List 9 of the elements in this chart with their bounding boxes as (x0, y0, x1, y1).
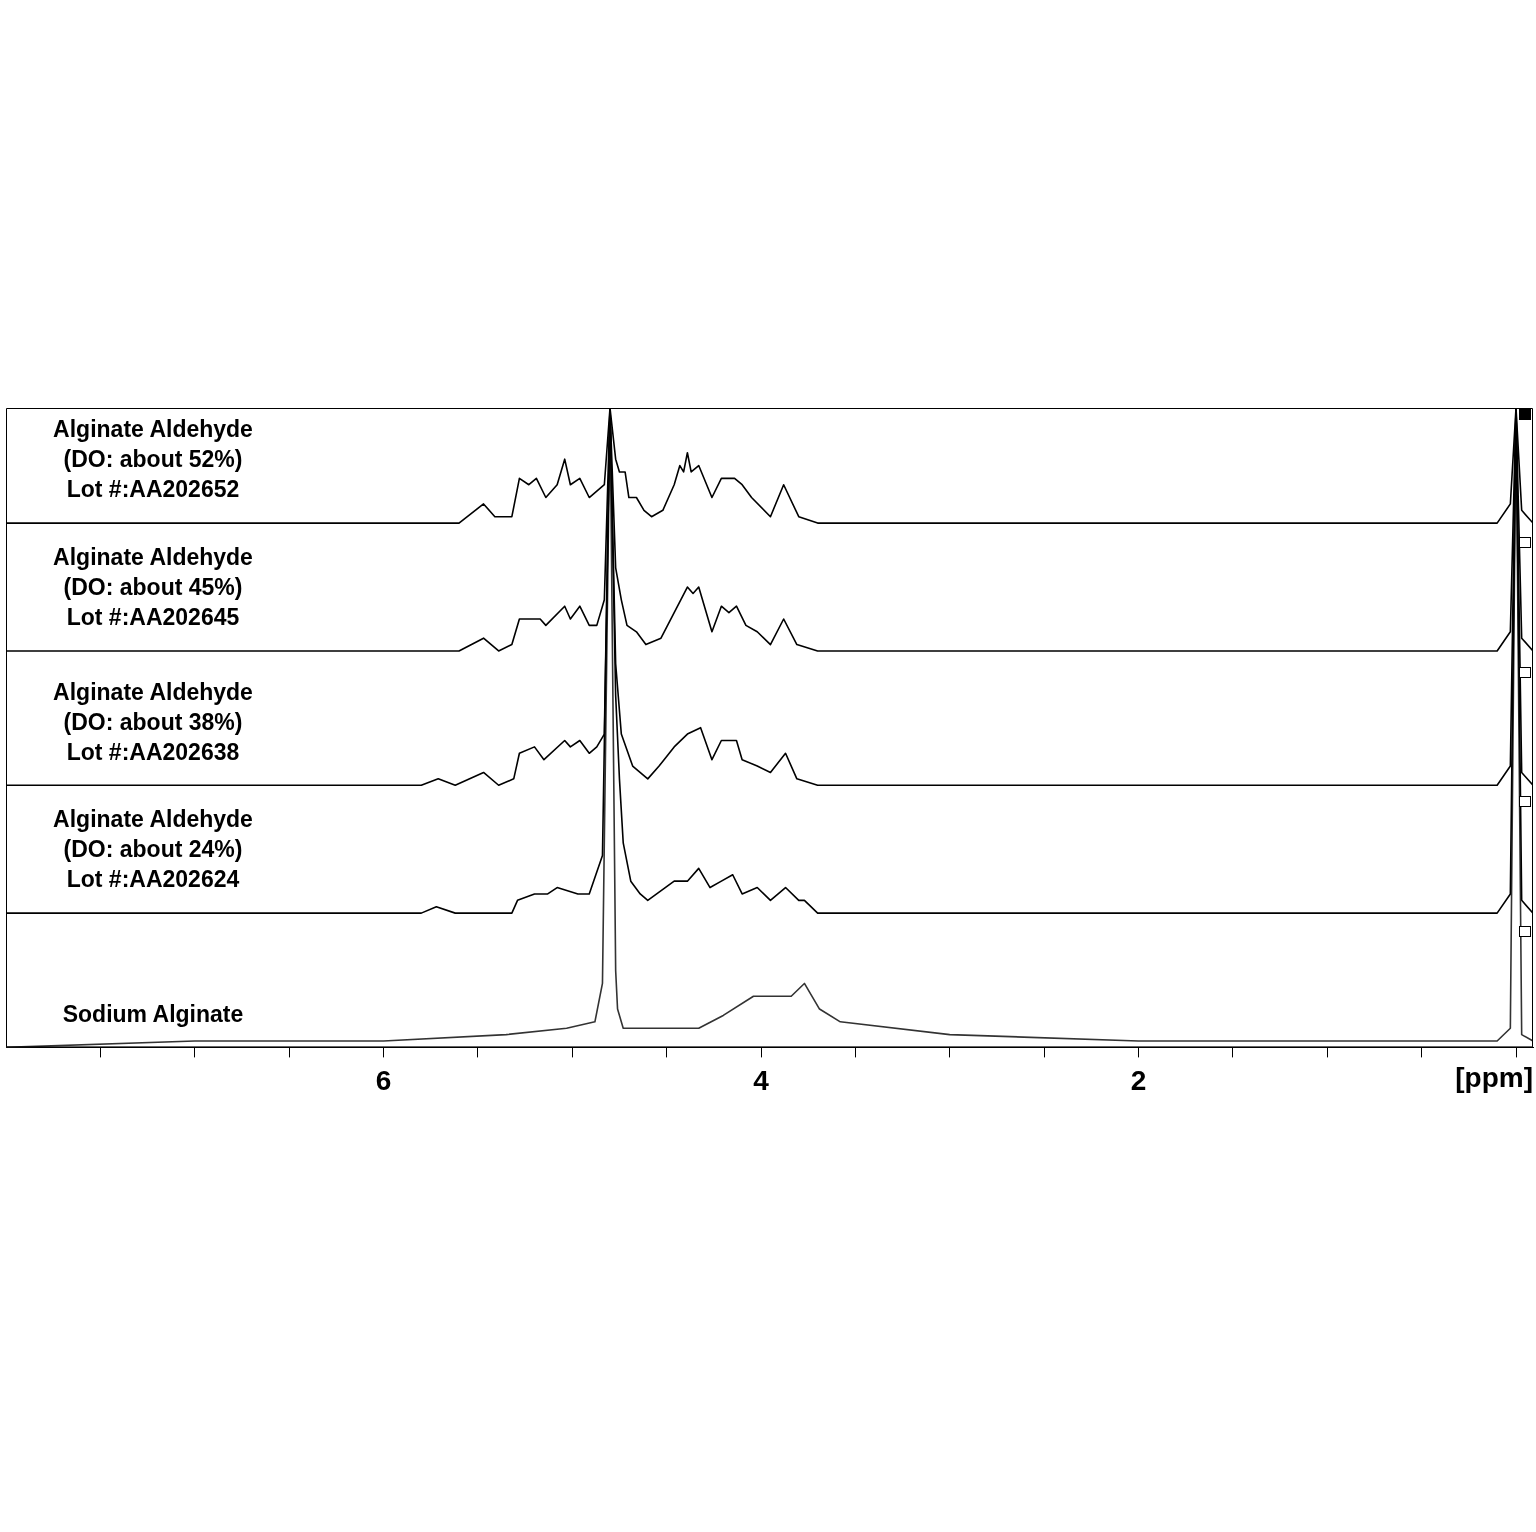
series-label: Alginate Aldehyde (DO: about 38%) Lot #:AA202638 (53, 678, 253, 765)
x-tick-label: 2 (1130, 1064, 1147, 1096)
x-tick-label: 4 (753, 1064, 770, 1096)
series-label: Sodium Alginate (62, 1000, 244, 1027)
series-label: Alginate Aldehyde (DO: about 52%) Lot #:AA202652 (53, 416, 253, 503)
series-label: Alginate Aldehyde (DO: about 45%) Lot #:AA202645 (53, 544, 253, 631)
x-tick-label: 6 (375, 1064, 392, 1096)
series-label: Alginate Aldehyde (DO: about 24%) Lot #:AA202624 (53, 806, 253, 893)
x-axis-title: [ppm] (1455, 1062, 1533, 1094)
